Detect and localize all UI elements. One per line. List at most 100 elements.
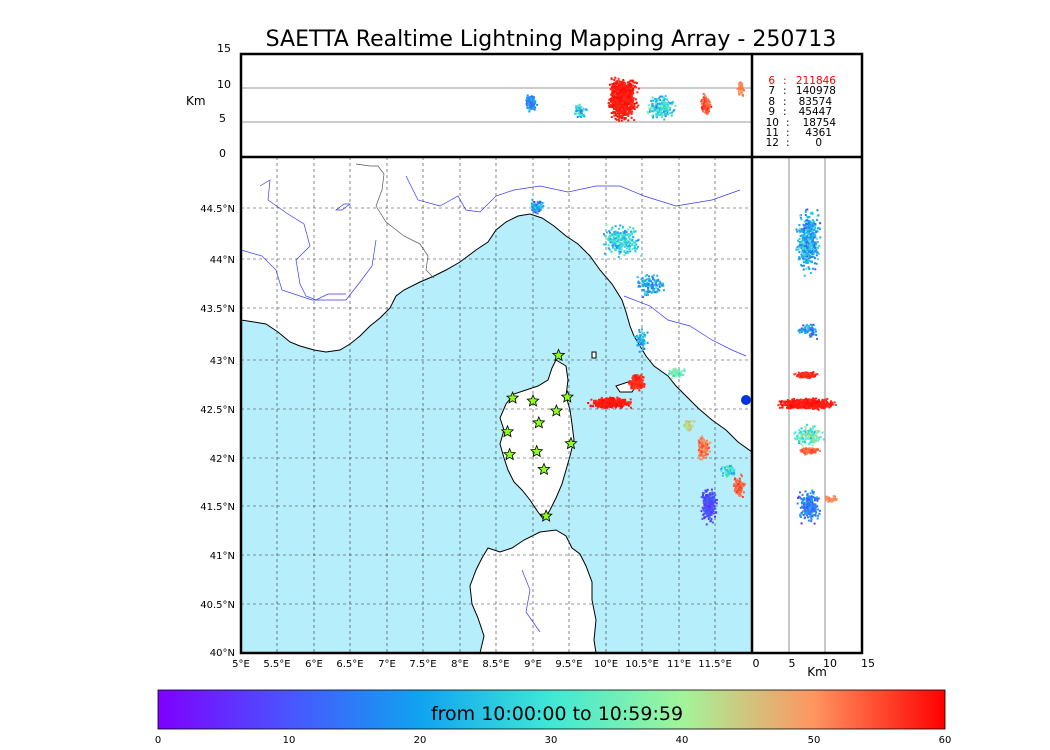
station-star bbox=[500, 424, 515, 438]
lat-tick-label: 41°N bbox=[210, 551, 235, 562]
river bbox=[623, 295, 747, 357]
stat-label: 11 bbox=[766, 127, 779, 139]
river bbox=[405, 175, 741, 213]
stat-value: 18754 bbox=[803, 117, 837, 129]
stat-row: 12 : 0 bbox=[766, 137, 822, 149]
side-tick-label: 10 bbox=[823, 657, 837, 670]
stat-value: 4361 bbox=[805, 127, 832, 139]
stat-label: 7 bbox=[768, 85, 775, 97]
stat-row: 10 : 18754 bbox=[766, 117, 837, 129]
colorbar-label: from 10:00:00 to 10:59:59 bbox=[431, 703, 683, 725]
stat-label: 12 bbox=[766, 137, 779, 149]
colorbar-tick-label: 30 bbox=[545, 735, 558, 746]
stat-value: 140978 bbox=[796, 85, 836, 97]
lon-tick-label: 9.5°E bbox=[555, 659, 582, 670]
altitude-tick-label: 5 bbox=[219, 112, 226, 125]
stat-separator: : bbox=[786, 127, 790, 139]
lon-tick-label: 10°E bbox=[594, 659, 618, 670]
stat-separator: : bbox=[783, 96, 787, 108]
stat-label: 6 bbox=[768, 75, 775, 87]
flash-count-table: 6 : 211846 7 : 140978 8 : 83574 9 : 4544… bbox=[766, 75, 837, 149]
lat-tick-label: 40.5°N bbox=[200, 600, 235, 611]
station-star bbox=[549, 403, 564, 417]
stat-label: 8 bbox=[768, 96, 775, 108]
river bbox=[241, 239, 377, 301]
lon-tick-label: 6°E bbox=[305, 659, 323, 670]
stat-value: 45447 bbox=[799, 106, 832, 118]
colorbar-gradient bbox=[157, 689, 946, 730]
lat-tick-label: 43°N bbox=[210, 356, 235, 367]
stat-value: 0 bbox=[815, 137, 822, 149]
stat-separator: : bbox=[783, 106, 787, 118]
lat-tick-label: 43.5°N bbox=[200, 304, 235, 315]
country-border bbox=[355, 163, 378, 167]
side-tick-label: 15 bbox=[861, 657, 875, 670]
capraia-island bbox=[591, 351, 597, 359]
river bbox=[259, 179, 346, 301]
lon-tick-label: 6.5°E bbox=[336, 659, 363, 670]
figure-title: SAETTA Realtime Lightning Mapping Array … bbox=[266, 27, 837, 52]
side-axis-label: Km bbox=[807, 665, 827, 679]
altitude-scatter bbox=[525, 76, 745, 122]
colorbar-tick-label: 50 bbox=[808, 735, 821, 746]
stat-separator: : bbox=[783, 85, 787, 97]
lon-tick-label: 9°E bbox=[524, 659, 542, 670]
colorbar-tick-label: 0 bbox=[155, 735, 161, 746]
side-scatter bbox=[777, 208, 838, 525]
lon-tick-label: 5°E bbox=[232, 659, 250, 670]
altitude-tick-label: 10 bbox=[217, 78, 231, 91]
map-grid bbox=[241, 157, 752, 653]
colorbar-tick-label: 20 bbox=[414, 735, 427, 746]
panel-frames bbox=[239, 52, 864, 655]
stat-row: 7 : 140978 bbox=[768, 85, 836, 97]
corsica bbox=[499, 359, 575, 521]
stat-separator: : bbox=[786, 137, 790, 149]
country-border bbox=[375, 165, 435, 279]
altitude-panel: 15 10 5 0 Km bbox=[186, 42, 862, 160]
side-altitude-panel: 0 5 10 15 Km bbox=[752, 157, 875, 679]
map-panel: 5°E 5.5°E 6°E 6.5°E 7°E 7.5°E 8°E 8.5°E … bbox=[200, 157, 752, 670]
station-markers bbox=[500, 348, 578, 522]
side-tick-label: 5 bbox=[789, 657, 796, 670]
lon-tick-label: 11.5°E bbox=[698, 659, 732, 670]
stat-row: 6 : 211846 bbox=[768, 75, 836, 87]
stat-separator: : bbox=[786, 117, 790, 129]
river bbox=[334, 203, 352, 211]
stat-separator: : bbox=[783, 75, 787, 87]
station-star bbox=[537, 462, 551, 476]
stat-row: 11 : 4361 bbox=[766, 127, 832, 139]
lat-tick-label: 44.5°N bbox=[200, 204, 235, 215]
stat-value: 83574 bbox=[799, 96, 833, 108]
station-star bbox=[502, 447, 517, 461]
station-star bbox=[551, 348, 566, 362]
altitude-tick-label: 0 bbox=[219, 147, 226, 160]
station-star bbox=[505, 391, 520, 404]
altitude-axis-label: Km bbox=[186, 94, 206, 108]
station-star bbox=[529, 444, 544, 458]
stat-label: 9 bbox=[768, 106, 775, 118]
station-star bbox=[532, 415, 546, 429]
origin-marker bbox=[741, 395, 751, 405]
lon-tick-label: 8°E bbox=[451, 659, 469, 670]
colorbar: from 10:00:00 to 10:59:59 0 10 20 30 40 … bbox=[155, 689, 952, 746]
colorbar-tick-label: 10 bbox=[283, 735, 296, 746]
lat-tick-label: 41.5°N bbox=[200, 502, 235, 513]
station-star bbox=[560, 390, 574, 403]
lat-tick-label: 42°N bbox=[210, 454, 235, 465]
lon-tick-label: 5.5°E bbox=[263, 659, 290, 670]
lon-tick-label: 10.5°E bbox=[625, 659, 659, 670]
stat-row: 8 : 83574 bbox=[768, 96, 832, 108]
station-star bbox=[539, 509, 553, 522]
side-tick-label: 0 bbox=[753, 657, 760, 670]
lat-tick-label: 42.5°N bbox=[200, 405, 235, 416]
stat-row: 9 : 45447 bbox=[768, 106, 832, 118]
colorbar-tick-label: 40 bbox=[676, 735, 689, 746]
colorbar-tick-label: 60 bbox=[939, 735, 952, 746]
altitude-tick-label: 15 bbox=[217, 42, 231, 55]
lat-tick-label: 40°N bbox=[210, 648, 235, 659]
lon-tick-label: 11°E bbox=[667, 659, 691, 670]
station-star bbox=[564, 436, 578, 450]
lon-tick-label: 8.5°E bbox=[482, 659, 509, 670]
stat-label: 10 bbox=[766, 117, 779, 129]
lat-tick-label: 44°N bbox=[210, 255, 235, 266]
